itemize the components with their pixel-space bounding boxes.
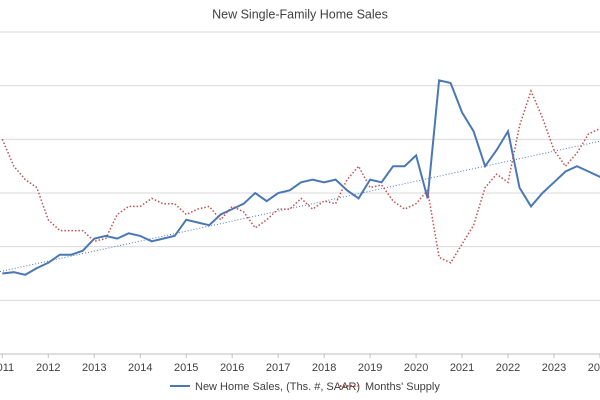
x-tick-label: 2019 [358,362,382,374]
series-line [2,79,600,276]
x-tick-label: 2012 [36,362,60,374]
x-tick-label: 2023 [542,362,566,374]
x-tick-label: 2017 [266,362,290,374]
x-tick-label: 2018 [312,362,336,374]
trend-line [0,140,600,273]
x-tick-label: 2016 [220,362,244,374]
x-tick-label: 2021 [450,362,474,374]
legend-label: Months' Supply [365,381,440,393]
x-tick-label: 2011 [0,362,14,374]
x-tick-label: 2015 [174,362,198,374]
x-tick-label: 2020 [404,362,428,374]
x-tick-label: 2022 [496,362,520,374]
series-line [1,88,600,264]
legend-label: New Home Sales, (Ths. #, SAAR) [195,381,360,393]
x-tick-label: 2014 [128,362,152,374]
chart-title: New Single-Family Home Sales [212,7,388,21]
x-tick-label: 2024 [588,362,600,374]
x-tick-label: 2013 [82,362,106,374]
